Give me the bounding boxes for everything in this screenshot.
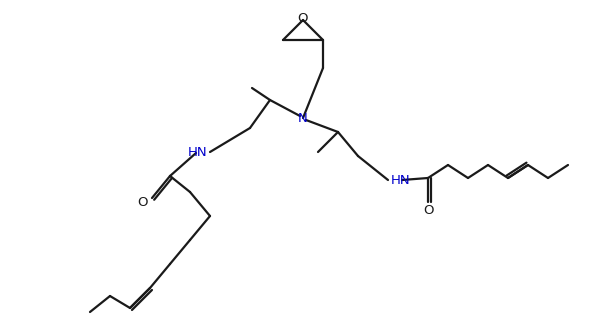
Text: N: N (298, 112, 308, 125)
Text: HN: HN (391, 174, 411, 187)
Text: O: O (298, 12, 308, 26)
Text: HN: HN (187, 146, 207, 158)
Text: O: O (137, 196, 147, 210)
Text: O: O (423, 203, 433, 216)
